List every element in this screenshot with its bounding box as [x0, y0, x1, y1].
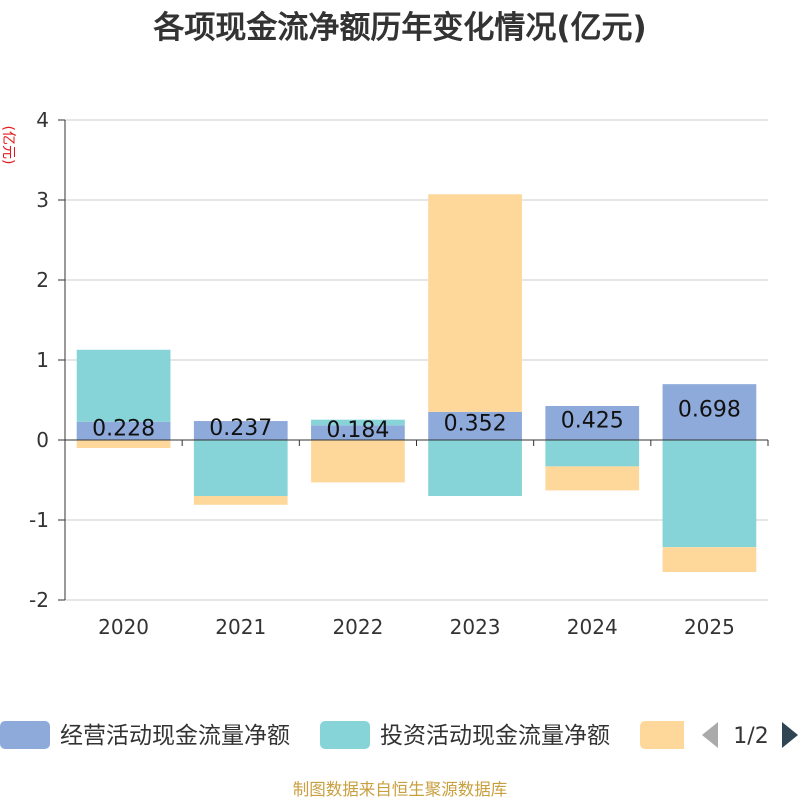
- bar-operating-cash-flow-2022[interactable]: [311, 425, 405, 440]
- bar-series-3-2022[interactable]: [311, 440, 405, 483]
- bar-series-3-2021[interactable]: [193, 496, 288, 505]
- y-tick-label: 0: [36, 428, 49, 452]
- data-labels: 0.228 0.237 0.184 0.352 0.425 0.698: [92, 398, 741, 444]
- source-note: 制图数据来自恒生聚源数据库: [293, 780, 508, 799]
- legend-swatch-operating-cash-flow: [0, 721, 50, 749]
- data-label-operating-cash-flow-2025: 0.698: [678, 398, 741, 423]
- legend-swatch-investing-cash-flow: [320, 721, 370, 749]
- legend-swatch-series-3: [640, 721, 684, 749]
- legend-label-investing-cash-flow: 投资活动现金流量净额: [380, 723, 610, 749]
- y-tick-label: 3: [36, 188, 49, 212]
- bar-operating-cash-flow-2025[interactable]: [662, 384, 757, 440]
- bar-operating-cash-flow-2024[interactable]: [545, 406, 640, 440]
- legend-item-operating-cash-flow[interactable]: 经营活动现金流量净额: [0, 721, 290, 749]
- y-axis-name: (亿元): [0, 126, 16, 165]
- y-tick-label: 1: [36, 348, 49, 372]
- bar-investing-cash-flow-2023[interactable]: [428, 440, 522, 496]
- bar-series-3-2024[interactable]: [545, 466, 640, 491]
- y-tick-label: 4: [36, 108, 49, 132]
- data-label-operating-cash-flow-2020: 0.228: [92, 416, 155, 441]
- legend: 经营活动现金流量净额 投资活动现金流量净额 1/2: [0, 721, 798, 749]
- y-tick-label: -2: [29, 588, 49, 612]
- axes: -2 -1 0 1 2 3 4 2020 2021 2022 2023 2024 2025: [29, 108, 769, 639]
- x-tick-label-2023: 2023: [450, 615, 501, 639]
- data-label-operating-cash-flow-2024: 0.425: [561, 409, 624, 434]
- bar-investing-cash-flow-2025[interactable]: [662, 440, 757, 548]
- bar-series-3-2020[interactable]: [76, 440, 171, 448]
- bar-investing-cash-flow-2020[interactable]: [76, 349, 171, 422]
- legend-label-operating-cash-flow: 经营活动现金流量净额: [60, 723, 290, 749]
- bar-operating-cash-flow-2021[interactable]: [193, 421, 288, 440]
- bar-investing-cash-flow-2022[interactable]: [311, 419, 405, 426]
- legend-prev-page-icon[interactable]: [702, 722, 718, 748]
- bar-series-3-2025[interactable]: [662, 547, 757, 572]
- x-tick-label-2020: 2020: [98, 615, 149, 639]
- x-tick-label-2025: 2025: [684, 615, 735, 639]
- data-label-operating-cash-flow-2022: 0.184: [326, 418, 389, 443]
- x-tick-label-2021: 2021: [215, 615, 266, 639]
- grid-lines: [65, 119, 768, 601]
- x-tick-label-2024: 2024: [567, 615, 618, 639]
- y-tick-label: -1: [29, 508, 49, 532]
- legend-item-series-3[interactable]: [640, 721, 690, 749]
- legend-item-investing-cash-flow[interactable]: 投资活动现金流量净额: [320, 721, 610, 749]
- x-tick-label-2022: 2022: [332, 615, 383, 639]
- bar-operating-cash-flow-2023[interactable]: [428, 411, 522, 440]
- bar-investing-cash-flow-2024[interactable]: [545, 440, 640, 467]
- data-label-operating-cash-flow-2023: 0.352: [444, 411, 507, 436]
- chart-title: 各项现金流净额历年变化情况(亿元): [152, 10, 646, 46]
- y-tick-label: 2: [36, 268, 49, 292]
- bars: [76, 194, 757, 572]
- bar-series-3-2023[interactable]: [428, 194, 522, 412]
- bar-investing-cash-flow-2021[interactable]: [193, 440, 288, 496]
- legend-next-page-icon[interactable]: [782, 722, 798, 748]
- bar-operating-cash-flow-2020[interactable]: [76, 421, 171, 440]
- legend-items: 经营活动现金流量净额 投资活动现金流量净额: [0, 721, 690, 749]
- data-label-operating-cash-flow-2021: 0.237: [209, 416, 272, 441]
- legend-page-indicator: 1/2: [733, 724, 768, 749]
